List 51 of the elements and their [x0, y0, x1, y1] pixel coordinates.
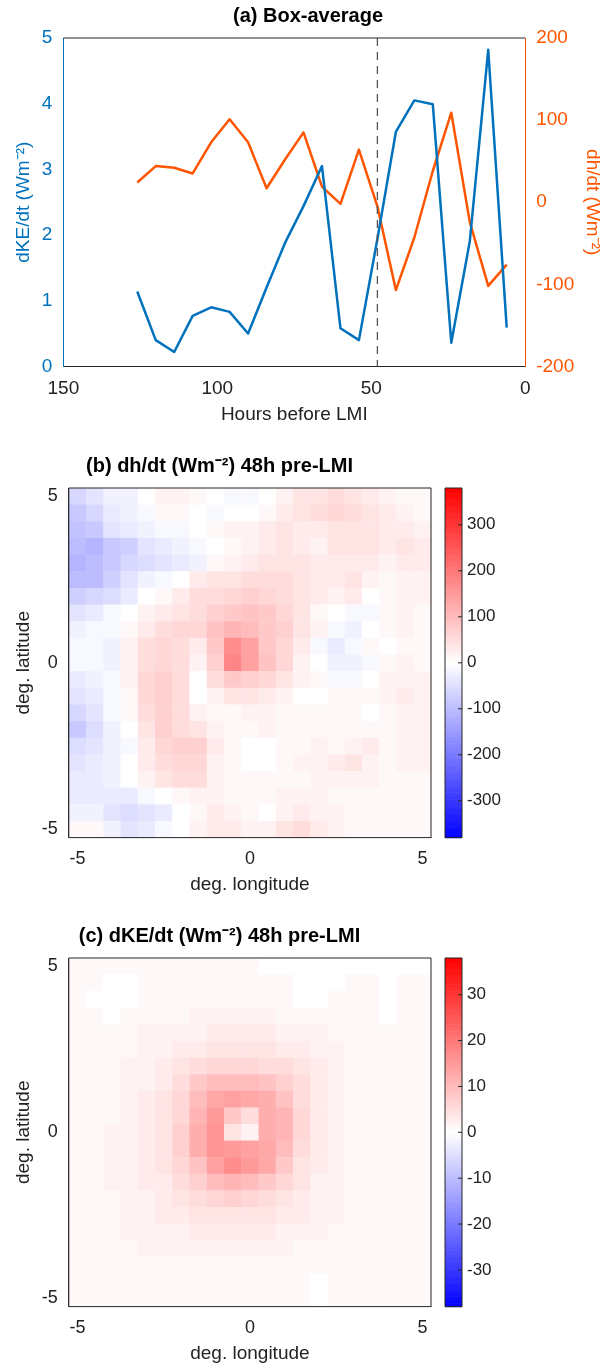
y2-tick-label: 100 [536, 108, 568, 130]
y-tick-label: -5 [41, 1287, 58, 1308]
color-bar-label: -20 [467, 1213, 492, 1233]
x-tick-label: 100 [201, 377, 234, 399]
y-axis-title: deg. latitude [11, 611, 33, 715]
color-bar-label: 30 [467, 984, 486, 1004]
x-tick-label: -5 [69, 848, 86, 869]
color-bar-label: 100 [467, 606, 496, 626]
x-tick-label: 0 [519, 377, 531, 399]
x-tick-label: 0 [244, 848, 255, 869]
x-tick-label: 5 [417, 1317, 428, 1338]
y-tick-label: 3 [41, 157, 53, 179]
x-tick-label: 5 [417, 848, 428, 869]
x-axis-title: deg. longitude [190, 872, 310, 894]
color-bar-label: 300 [467, 514, 496, 534]
color-bar-label: -100 [467, 698, 502, 718]
x-tick-label: -5 [69, 1317, 86, 1338]
y-axis-title: dKE/dt (Wm⁻²) [11, 141, 33, 263]
y-tick-label: -5 [41, 818, 58, 839]
y2-tick-label: 0 [536, 190, 547, 212]
color-bar-label: -10 [467, 1167, 492, 1187]
x-axis-title: deg. longitude [190, 1341, 310, 1363]
y-tick-label: 5 [41, 26, 53, 48]
color-bar-label: 200 [467, 560, 496, 580]
y-tick-label: 5 [47, 955, 58, 976]
color-bar-label: -200 [467, 744, 502, 764]
y2-tick-label: -200 [536, 354, 575, 376]
x-axis-title: Hours before LMI [220, 402, 368, 424]
y2-tick-label: -100 [536, 272, 575, 294]
y-tick-label: 4 [41, 91, 53, 113]
chart-title: (b) dh/dt (Wm⁻²) 48h pre-LMI [86, 453, 353, 476]
color-bar-label: 0 [467, 652, 477, 672]
y-tick-label: 2 [41, 223, 53, 245]
y-tick-label: 1 [41, 288, 53, 310]
color-bar-label: -30 [467, 1259, 492, 1279]
y-tick-label: 0 [47, 651, 58, 672]
color-bar-label: 0 [467, 1121, 477, 1141]
chart-title: (c) dKE/dt (Wm⁻²) 48h pre-LMI [78, 923, 361, 946]
y-axis-title: deg. latitude [11, 1080, 33, 1185]
y-tick-label: 0 [47, 1121, 58, 1142]
x-tick-label: 50 [360, 377, 382, 399]
y2-tick-label: 200 [536, 26, 568, 48]
y2-axis-title: dh/dt (Wm⁻²) [583, 149, 605, 256]
color-bar-label: 20 [467, 1030, 486, 1050]
x-tick-label: 0 [244, 1317, 255, 1338]
x-tick-label: 150 [47, 377, 80, 399]
y-tick-label: 0 [41, 354, 53, 376]
color-bar-label: -300 [467, 790, 502, 810]
chart-title: (a) Box-average [232, 3, 384, 26]
color-bar-label: 10 [467, 1076, 486, 1096]
y-tick-label: 5 [47, 485, 58, 506]
